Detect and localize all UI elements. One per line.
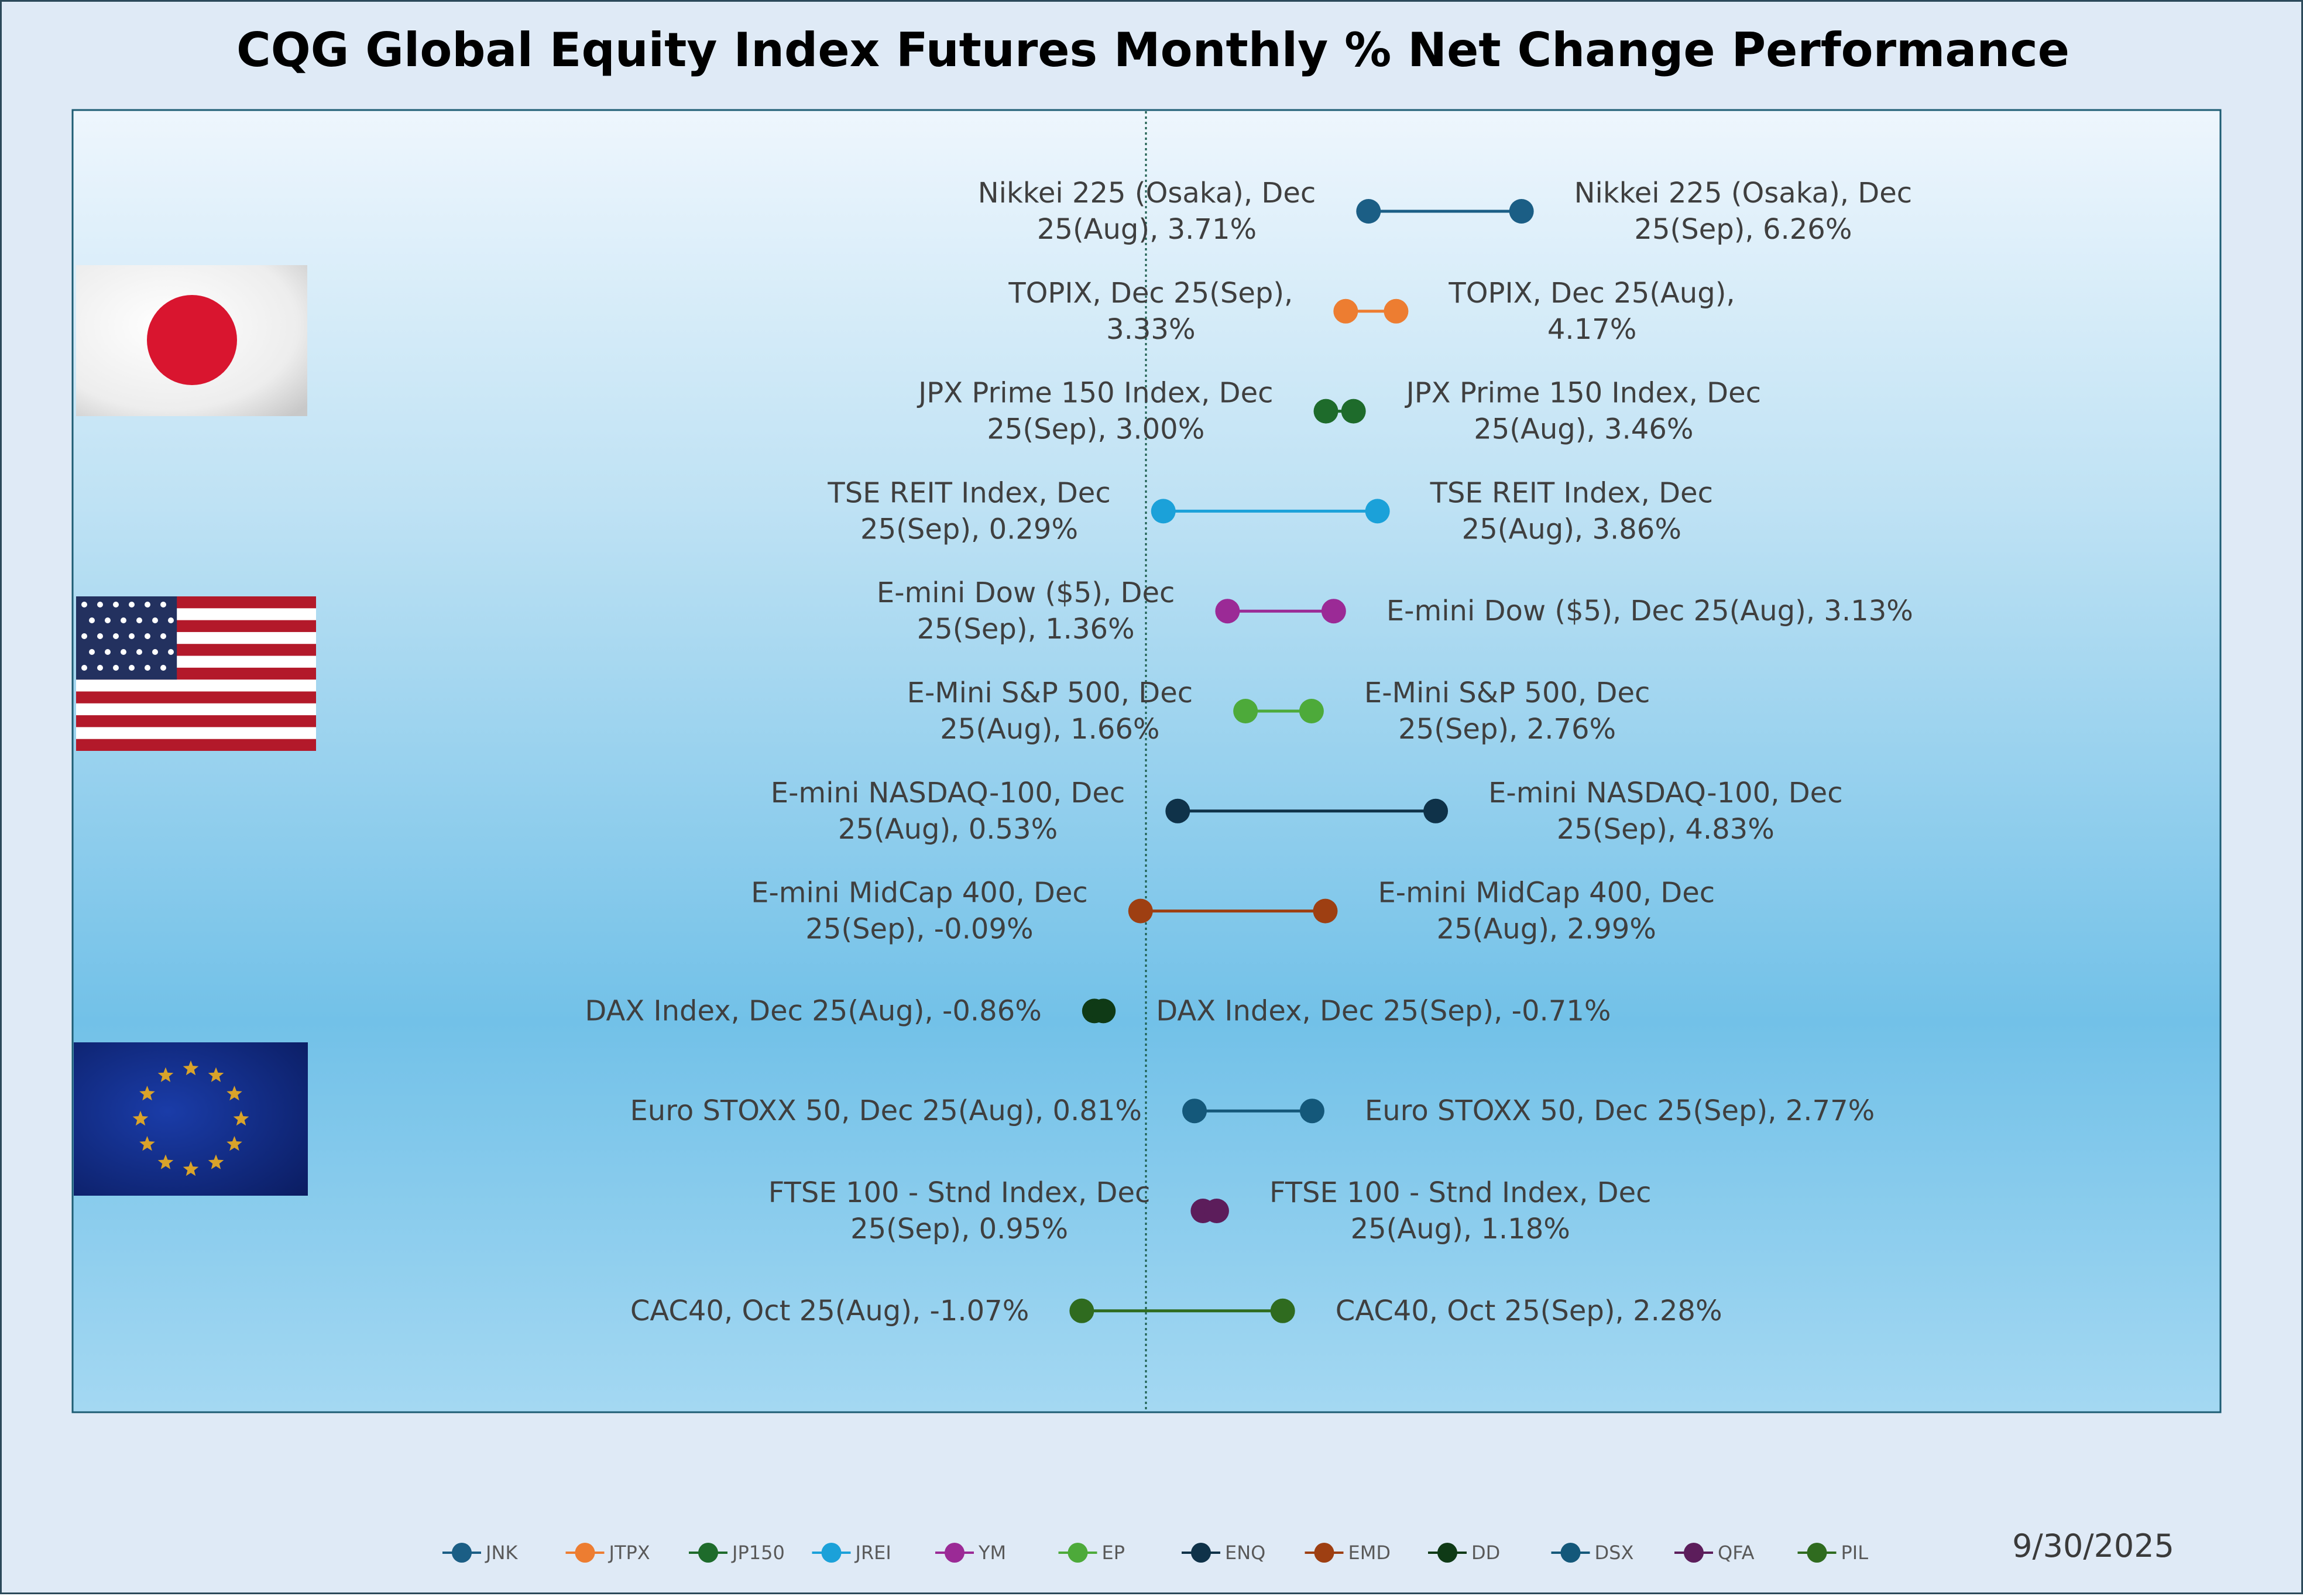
legend-label-dd: DD	[1471, 1542, 1500, 1564]
series-jnk: Nikkei 225 (Osaka), Dec 25(Aug), 3.71% Nik…	[978, 177, 1912, 246]
data-point-jnk-right	[1509, 199, 1534, 224]
legend: JNK JTPX JP150 JREI YM EP ENQ EMD DD DSX QFA PIL	[442, 1542, 1868, 1564]
legend-item-qfa: QFA	[1674, 1542, 1755, 1564]
data-label-jp150-right: JPX Prime 150 Index, Dec 25(Aug), 3.46%	[1405, 377, 1761, 446]
data-label-jtpx-right: TOPIX, Dec 25(Aug), 4.17%	[1448, 277, 1735, 346]
legend-item-ep: EP	[1058, 1542, 1125, 1564]
legend-label-jtpx: JTPX	[608, 1542, 650, 1564]
data-point-emd-left	[1128, 898, 1153, 924]
chart-title: CQG Global Equity Index Futures Monthly …	[236, 23, 2069, 77]
series-jtpx: TOPIX, Dec 25(Sep), 3.33% TOPIX, Dec 25(Au…	[1008, 277, 1735, 346]
data-label-ym-left: E-mini Dow ($5), Dec 25(Sep), 1.36%	[877, 576, 1175, 646]
legend-label-dsx: DSX	[1595, 1542, 1634, 1564]
series-enq: E-mini NASDAQ-100, Dec 25(Aug), 0.53% E-mi…	[771, 777, 1843, 846]
series-qfa: FTSE 100 - Stnd Index, Dec 25(Sep), 0.95%…	[768, 1176, 1652, 1245]
legend-label-jnk: JNK	[485, 1542, 518, 1564]
data-point-emd-right	[1313, 898, 1338, 924]
data-point-ym-left	[1215, 599, 1240, 624]
data-point-dsx-left	[1182, 1099, 1207, 1124]
series-jrei: TSE REIT Index, Dec 25(Sep), 0.29% TSE REI…	[827, 476, 1713, 545]
data-label-jnk-right: Nikkei 225 (Osaka), Dec 25(Sep), 6.26%	[1574, 177, 1913, 246]
data-label-ep-left: E-Mini S&P 500, Dec 25(Aug), 1.66%	[907, 677, 1193, 746]
data-label-jrei-left: TSE REIT Index, Dec 25(Sep), 0.29%	[827, 476, 1110, 545]
data-point-enq-right	[1423, 798, 1449, 823]
legend-item-jtpx: JTPX	[565, 1542, 650, 1564]
legend-item-dsx: DSX	[1551, 1542, 1634, 1564]
series-emd: E-mini MidCap 400, Dec 25(Sep), -0.09% E-m…	[751, 877, 1715, 946]
data-label-jp150-left: JPX Prime 150 Index, Dec 25(Sep), 3.00%	[917, 377, 1273, 446]
data-point-ep-left	[1233, 699, 1258, 723]
series-ym: E-mini Dow ($5), Dec 25(Sep), 1.36% E-mini…	[877, 576, 1913, 646]
data-label-pil-left: CAC40, Oct 25(Aug), -1.07%	[630, 1295, 1029, 1327]
data-point-dsx-right	[1299, 1099, 1324, 1124]
data-point-jtpx-left	[1333, 298, 1358, 324]
data-label-jnk-left: Nikkei 225 (Osaka), Dec 25(Aug), 3.71%	[978, 177, 1316, 246]
data-point-enq-left	[1165, 798, 1190, 823]
dumbbell-series-group: Nikkei 225 (Osaka), Dec 25(Aug), 3.71% Nik…	[585, 177, 1913, 1327]
eu-flag-icon	[74, 1042, 308, 1196]
series-dsx: Euro STOXX 50, Dec 25(Aug), 0.81% Euro ST…	[630, 1094, 1875, 1127]
data-point-ep-right	[1299, 699, 1324, 723]
legend-label-ym: YM	[978, 1542, 1006, 1564]
data-label-emd-left: E-mini MidCap 400, Dec 25(Sep), -0.09%	[751, 877, 1088, 946]
data-point-jtpx-right	[1384, 298, 1409, 324]
data-label-ep-right: E-Mini S&P 500, Dec 25(Sep), 2.76%	[1364, 677, 1650, 746]
data-label-dd-right: DAX Index, Dec 25(Sep), -0.71%	[1156, 994, 1611, 1027]
legend-label-qfa: QFA	[1718, 1542, 1755, 1564]
data-point-jp150-left	[1313, 399, 1338, 424]
data-label-dsx-right: Euro STOXX 50, Dec 25(Sep), 2.77%	[1365, 1094, 1875, 1127]
data-point-jrei-right	[1365, 499, 1390, 524]
data-point-pil-right	[1270, 1298, 1295, 1323]
japan-flag-icon	[76, 265, 307, 416]
legend-item-dd: DD	[1428, 1542, 1500, 1564]
data-point-pil-left	[1069, 1298, 1094, 1323]
legend-item-enq: ENQ	[1182, 1542, 1265, 1564]
legend-item-jrei: JREI	[812, 1542, 891, 1564]
data-label-jrei-right: TSE REIT Index, Dec 25(Aug), 3.86%	[1430, 476, 1713, 545]
legend-label-pil: PIL	[1841, 1542, 1869, 1564]
legend-label-emd: EMD	[1348, 1542, 1391, 1564]
data-point-jrei-left	[1151, 499, 1176, 524]
data-label-pil-right: CAC40, Oct 25(Sep), 2.28%	[1336, 1295, 1722, 1327]
data-label-enq-right: E-mini NASDAQ-100, Dec 25(Sep), 4.83%	[1488, 777, 1843, 846]
data-point-dd-right	[1091, 998, 1116, 1024]
legend-item-pil: PIL	[1797, 1542, 1869, 1564]
chart-date: 9/30/2025	[2012, 1528, 2174, 1564]
data-label-ym-right: E-mini Dow ($5), Dec 25(Aug), 3.13%	[1386, 595, 1913, 627]
data-label-enq-left: E-mini NASDAQ-100, Dec 25(Aug), 0.53%	[771, 777, 1125, 846]
series-jp150: JPX Prime 150 Index, Dec 25(Sep), 3.00% JP…	[917, 377, 1761, 446]
legend-label-enq: ENQ	[1225, 1542, 1265, 1564]
legend-item-ym: YM	[935, 1542, 1006, 1564]
legend-label-jrei: JREI	[854, 1542, 891, 1564]
series-ep: E-Mini S&P 500, Dec 25(Aug), 1.66% E-Mini …	[907, 677, 1650, 746]
usa-flag-icon	[76, 596, 316, 751]
legend-item-jp150: JP150	[689, 1542, 785, 1564]
data-label-jtpx-left: TOPIX, Dec 25(Sep), 3.33%	[1008, 277, 1293, 346]
data-point-jnk-left	[1356, 199, 1381, 224]
data-label-emd-right: E-mini MidCap 400, Dec 25(Aug), 2.99%	[1378, 877, 1715, 946]
data-label-qfa-left: FTSE 100 - Stnd Index, Dec 25(Sep), 0.95%	[768, 1176, 1151, 1245]
series-dd: DAX Index, Dec 25(Aug), -0.86% DAX Index,…	[585, 994, 1611, 1027]
series-pil: CAC40, Oct 25(Aug), -1.07% CAC40, Oct 25(…	[630, 1295, 1722, 1327]
data-point-qfa-right	[1204, 1199, 1229, 1223]
legend-label-jp150: JP150	[731, 1542, 785, 1564]
data-label-qfa-right: FTSE 100 - Stnd Index, Dec 25(Aug), 1.18%	[1269, 1176, 1652, 1245]
data-point-ym-right	[1321, 599, 1346, 624]
data-point-jp150-right	[1341, 399, 1366, 424]
data-label-dsx-left: Euro STOXX 50, Dec 25(Aug), 0.81%	[630, 1094, 1142, 1127]
data-label-dd-left: DAX Index, Dec 25(Aug), -0.86%	[585, 994, 1041, 1027]
legend-label-ep: EP	[1102, 1542, 1125, 1564]
legend-item-emd: EMD	[1305, 1542, 1391, 1564]
legend-item-jnk: JNK	[442, 1542, 518, 1564]
